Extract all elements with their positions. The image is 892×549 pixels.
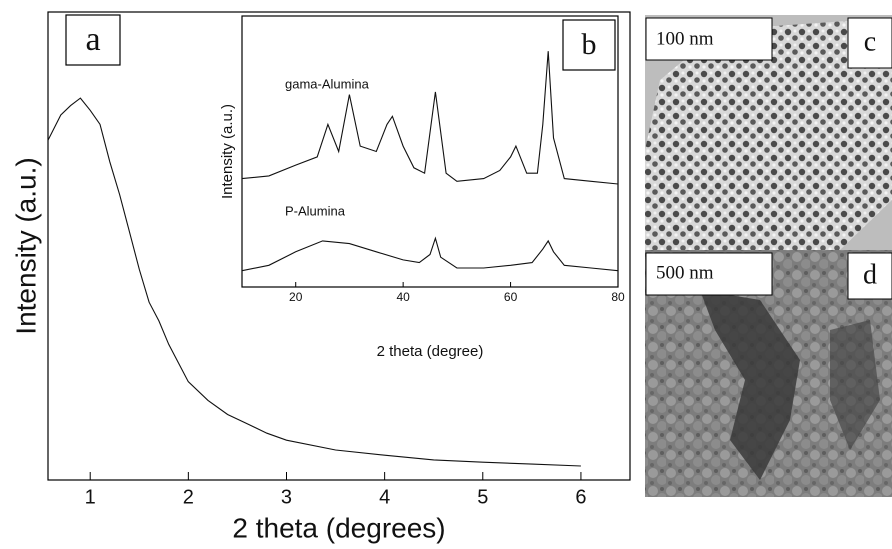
y-axis-title: Intensity (a.u.) xyxy=(10,157,41,334)
panel-box xyxy=(65,14,121,66)
scale-box xyxy=(645,17,773,61)
plot-frame xyxy=(241,15,619,288)
panel-label: b xyxy=(582,28,597,61)
x-tick-label: 1 xyxy=(85,486,96,508)
micrograph-d: 500 nm d xyxy=(645,250,892,497)
x-tick-label: 4 xyxy=(379,486,390,508)
panel-box xyxy=(847,252,892,300)
x-tick-label: 5 xyxy=(477,486,488,508)
series-label: gama-Alumina xyxy=(285,76,370,91)
panel-box xyxy=(562,19,616,71)
panel-label: c xyxy=(864,26,876,57)
data-line xyxy=(241,236,619,272)
data-line xyxy=(241,51,619,185)
sem-void xyxy=(700,290,800,480)
x-tick-label: 3 xyxy=(281,486,292,508)
x-axis-title: 2 theta (degree) xyxy=(377,343,484,360)
series-label: P-Alumina xyxy=(285,203,346,218)
x-tick-label: 40 xyxy=(396,290,410,304)
data-line xyxy=(47,97,581,467)
x-tick-label: 80 xyxy=(611,290,625,304)
x-tick-label: 60 xyxy=(504,290,518,304)
scale-label: 100 nm xyxy=(656,28,714,49)
x-axis-title: 2 theta (degrees) xyxy=(232,512,445,543)
panel-label: a xyxy=(85,21,100,58)
x-tick-label: 6 xyxy=(575,486,586,508)
panel-label: d xyxy=(863,259,877,290)
x-tick-label: 2 xyxy=(183,486,194,508)
x-tick-label: 20 xyxy=(289,290,303,304)
tem-particle xyxy=(645,20,892,250)
panel-box xyxy=(847,17,892,69)
scale-box xyxy=(645,252,773,296)
y-axis-title: Intensity (a.u.) xyxy=(219,104,236,199)
scale-label: 500 nm xyxy=(656,262,714,283)
micrograph-c: 100 nm c xyxy=(645,15,892,250)
sem-void xyxy=(830,320,880,450)
